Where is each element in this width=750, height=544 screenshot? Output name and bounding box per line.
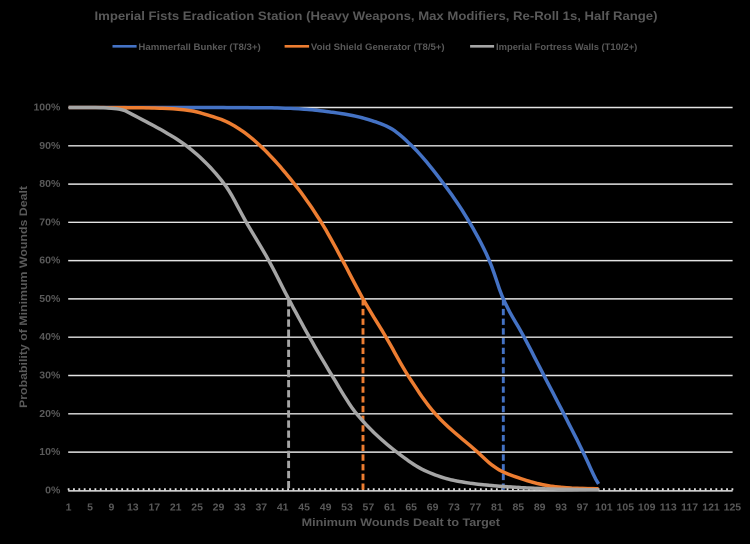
svg-text:5: 5 (87, 501, 93, 513)
svg-text:125: 125 (724, 501, 742, 513)
svg-text:Imperial Fists Eradication Sta: Imperial Fists Eradication Station (Heav… (95, 10, 658, 23)
svg-text:100%: 100% (33, 102, 61, 114)
svg-text:49: 49 (320, 501, 332, 513)
svg-text:53: 53 (341, 501, 353, 513)
svg-text:80%: 80% (39, 178, 61, 190)
svg-text:77: 77 (470, 501, 482, 513)
svg-text:90%: 90% (39, 140, 61, 152)
svg-text:9: 9 (108, 501, 114, 513)
svg-text:85: 85 (512, 501, 524, 513)
svg-text:10%: 10% (39, 446, 61, 458)
svg-text:57: 57 (363, 501, 375, 513)
svg-text:13: 13 (127, 501, 139, 513)
svg-text:81: 81 (491, 501, 503, 513)
svg-text:93: 93 (555, 501, 567, 513)
svg-text:21: 21 (170, 501, 182, 513)
svg-text:Void Shield Generator (T8/5+): Void Shield Generator (T8/5+) (311, 41, 445, 52)
svg-text:65: 65 (405, 501, 417, 513)
svg-text:37: 37 (255, 501, 267, 513)
svg-text:Probability of Minimum Wounds: Probability of Minimum Wounds Dealt (18, 186, 30, 408)
svg-text:33: 33 (234, 501, 246, 513)
svg-text:Hammerfall Bunker (T8/3+): Hammerfall Bunker (T8/3+) (138, 41, 260, 52)
svg-text:29: 29 (213, 501, 225, 513)
svg-text:73: 73 (448, 501, 460, 513)
svg-text:61: 61 (384, 501, 396, 513)
svg-text:60%: 60% (39, 255, 61, 267)
svg-text:109: 109 (638, 501, 656, 513)
svg-text:40%: 40% (39, 331, 61, 343)
svg-text:101: 101 (595, 501, 613, 513)
svg-text:121: 121 (702, 501, 720, 513)
svg-text:97: 97 (577, 501, 589, 513)
svg-text:Imperial Fortress Walls (T10/2: Imperial Fortress Walls (T10/2+) (496, 41, 637, 52)
svg-text:50%: 50% (39, 293, 61, 305)
svg-text:89: 89 (534, 501, 546, 513)
svg-text:70%: 70% (39, 216, 61, 228)
svg-text:17: 17 (148, 501, 160, 513)
svg-text:Minimum Wounds Dealt to Target: Minimum Wounds Dealt to Target (302, 517, 501, 529)
svg-text:0%: 0% (45, 484, 61, 496)
svg-text:20%: 20% (39, 408, 61, 420)
svg-text:45: 45 (298, 501, 310, 513)
svg-text:41: 41 (277, 501, 289, 513)
svg-text:117: 117 (681, 501, 698, 513)
svg-text:105: 105 (617, 501, 635, 513)
svg-text:113: 113 (660, 501, 677, 513)
svg-text:69: 69 (427, 501, 439, 513)
svg-text:1: 1 (66, 501, 72, 513)
svg-text:30%: 30% (39, 370, 61, 382)
svg-text:25: 25 (191, 501, 203, 513)
